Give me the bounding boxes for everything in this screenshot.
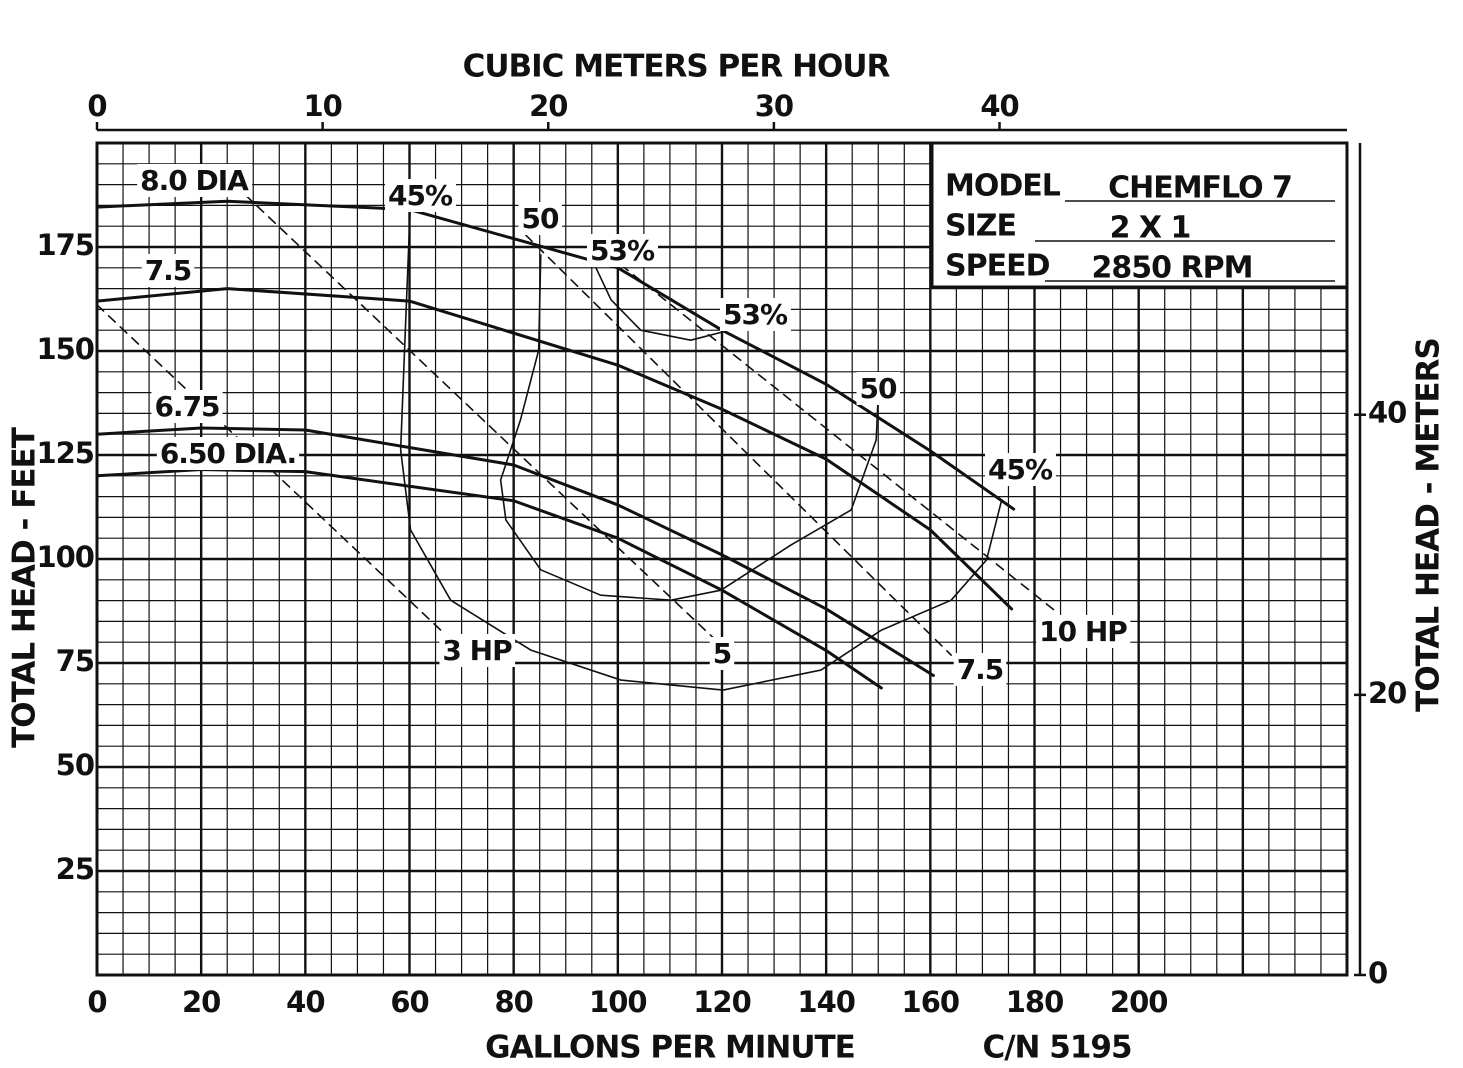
info-label: SPEED [945, 249, 1050, 284]
curve-label: 3 HP [442, 634, 512, 667]
label-background [518, 202, 562, 235]
x-tick-label: 60 [390, 985, 428, 1019]
curve-thick [95, 426, 935, 677]
y-tick-label: 75 [56, 644, 94, 678]
label-background [984, 453, 1056, 486]
curve-label: 10 HP [1039, 615, 1127, 648]
label-background [156, 437, 300, 470]
curve-label: 53% [590, 234, 655, 267]
info-value: CHEMFLO 7 [1108, 171, 1292, 206]
curve-dashed [524, 234, 952, 656]
top-tick-label: 30 [755, 89, 793, 123]
top-tick-label: 10 [303, 89, 341, 123]
curve-label: 45% [988, 453, 1053, 486]
right-tick-label: 20 [1368, 676, 1406, 710]
curve-label: 7.5 [957, 653, 1004, 686]
y-tick-label: 25 [56, 852, 94, 886]
label-background [384, 179, 456, 212]
curve-label: 53% [723, 298, 788, 331]
curve-thin [399, 199, 1003, 691]
curve-thick [95, 199, 1016, 511]
label-background [1036, 615, 1131, 648]
label-background [141, 254, 195, 287]
y-tick-label: 50 [56, 748, 94, 782]
y-tick-label: 125 [36, 436, 94, 470]
x-tick-label: 100 [589, 985, 647, 1019]
curve-label: 5 [713, 637, 731, 670]
x-tick-label: 20 [182, 985, 220, 1019]
curve-label: 6.75 [154, 390, 219, 423]
curve-label: 7.5 [145, 254, 192, 287]
top-tick-label: 20 [529, 89, 567, 123]
label-background [137, 164, 253, 197]
info-box [930, 141, 1349, 289]
curve-label: 8.0 DIA [140, 164, 249, 197]
y2-axis-title: TOTAL HEAD - METERS [1411, 338, 1447, 712]
curve-dashed [244, 194, 717, 641]
info-value: 2 X 1 [1110, 211, 1191, 246]
label-background [856, 372, 900, 405]
footnote: C/N 5195 [982, 1030, 1131, 1066]
x-axis-title: GALLONS PER MINUTE [485, 1030, 855, 1066]
y-tick-label: 175 [36, 228, 94, 262]
info-value: 2850 RPM [1092, 251, 1253, 286]
curve-label: 50 [860, 372, 897, 405]
curve-label: 50 [522, 202, 559, 235]
curve-label: 45% [388, 179, 453, 212]
top-tick-label: 40 [980, 89, 1018, 123]
y-tick-label: 100 [36, 540, 94, 574]
curve-label: 6.50 DIA. [160, 437, 296, 470]
right-tick-label: 0 [1368, 956, 1387, 990]
label-background [586, 234, 658, 267]
label-background [709, 637, 735, 670]
x-tick-label: 120 [693, 985, 751, 1019]
x-tick-label: 180 [1006, 985, 1064, 1019]
y-tick-label: 150 [36, 332, 94, 366]
top-tick-label: 0 [87, 89, 106, 123]
curve-thick [95, 287, 1014, 611]
label-background [719, 298, 791, 331]
x-tick-label: 140 [797, 985, 855, 1019]
label-background [953, 653, 1007, 686]
y-axis-title: TOTAL HEAD - FEET [7, 427, 43, 748]
info-label: SIZE [945, 209, 1016, 244]
x-tick-label: 160 [902, 985, 960, 1019]
info-label: MODEL [945, 169, 1061, 204]
x-tick-label: 40 [286, 985, 324, 1019]
curve-thin [595, 267, 724, 341]
label-background [151, 390, 223, 423]
top-axis-title: CUBIC METERS PER HOUR [463, 49, 891, 85]
x-tick-label: 0 [87, 985, 106, 1019]
x-tick-label: 200 [1110, 985, 1168, 1019]
curve-thin [499, 254, 880, 601]
plot-frame [95, 141, 1349, 977]
right-tick-label: 40 [1368, 396, 1406, 430]
x-tick-label: 80 [494, 985, 532, 1019]
curve-dashed [620, 264, 1058, 613]
label-background [439, 634, 516, 667]
